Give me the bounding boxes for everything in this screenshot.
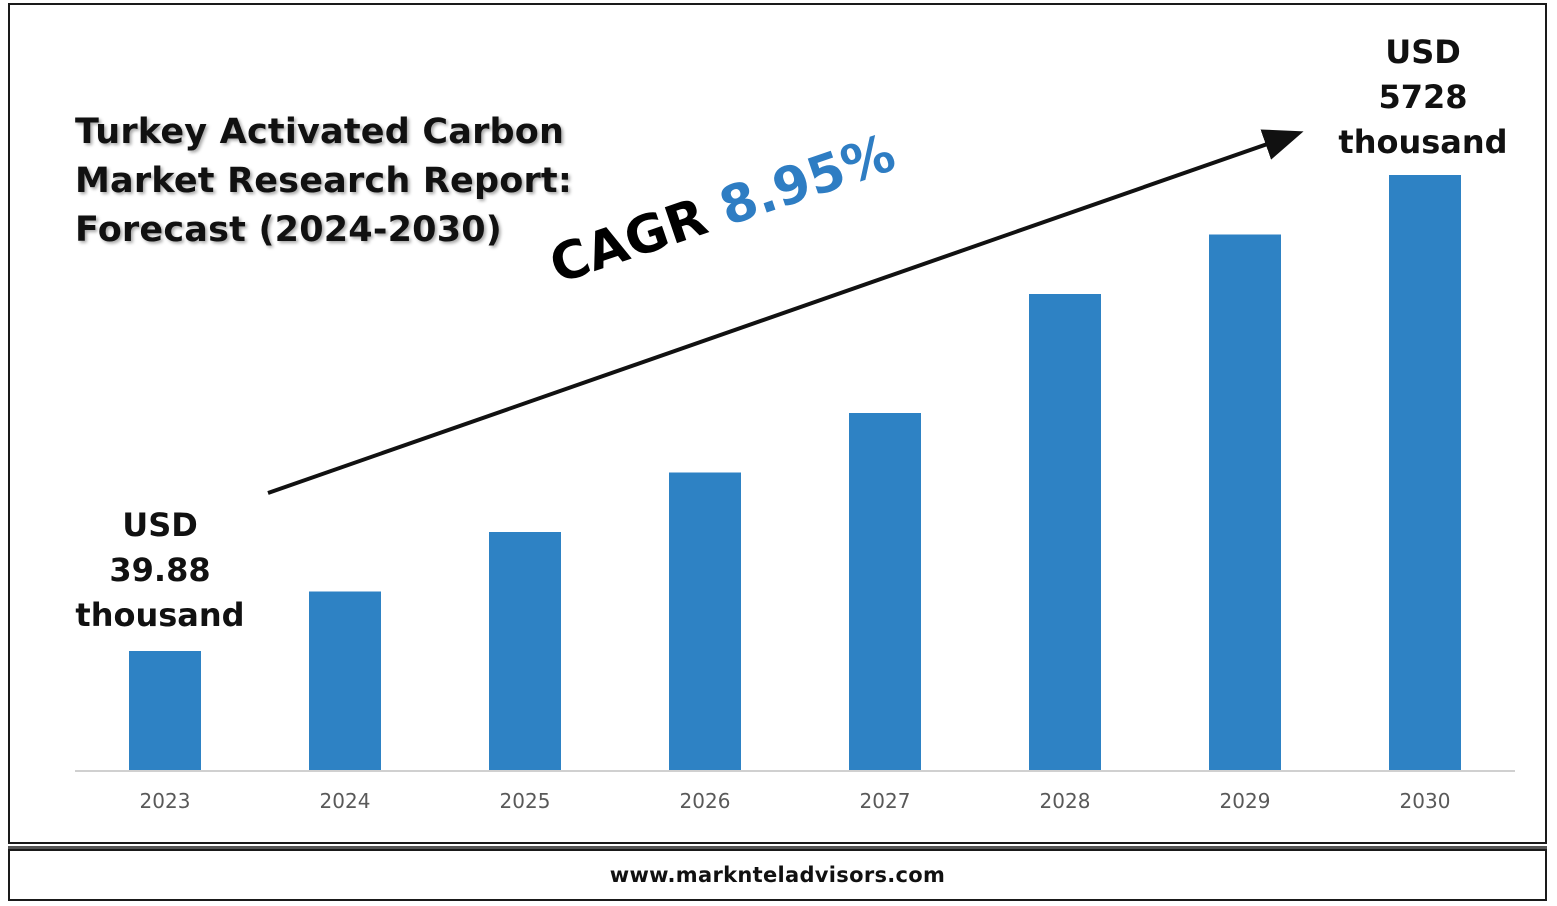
bar-2030 xyxy=(1389,175,1461,770)
x-tick-label-2023: 2023 xyxy=(140,789,191,813)
footer: www.marknteladvisors.com xyxy=(8,849,1547,901)
start-currency: USD xyxy=(122,506,198,544)
start-value-callout: USD 39.88 thousand xyxy=(60,503,260,638)
trend-arrow xyxy=(267,129,1304,495)
x-tick-label-2027: 2027 xyxy=(860,789,911,813)
x-tick-labels: 2023 2024 2025 2026 2027 2028 2029 2030 xyxy=(140,789,1451,813)
start-amount: 39.88 xyxy=(109,551,211,589)
bar-2023 xyxy=(129,651,201,770)
x-tick-label-2029: 2029 xyxy=(1220,789,1271,813)
bar-2024 xyxy=(309,591,381,770)
bar-2029 xyxy=(1209,234,1281,770)
bar-2025 xyxy=(489,532,561,770)
end-value-callout: USD 5728 thousand xyxy=(1323,30,1523,165)
end-unit: thousand xyxy=(1338,123,1508,161)
bar-2026 xyxy=(669,472,741,770)
x-tick-label-2030: 2030 xyxy=(1400,789,1451,813)
chart-title: Turkey Activated Carbon Market Research … xyxy=(75,112,573,250)
x-tick-label-2028: 2028 xyxy=(1040,789,1091,813)
bar-2028 xyxy=(1029,294,1101,770)
bar-2027 xyxy=(849,413,921,770)
x-tick-label-2024: 2024 xyxy=(320,789,371,813)
footer-url[interactable]: www.marknteladvisors.com xyxy=(609,863,946,887)
end-currency: USD xyxy=(1385,33,1461,71)
x-tick-label-2025: 2025 xyxy=(500,789,551,813)
start-unit: thousand xyxy=(75,596,245,634)
x-tick-label-2026: 2026 xyxy=(680,789,731,813)
end-amount: 5728 xyxy=(1378,78,1468,116)
bars xyxy=(129,175,1461,770)
